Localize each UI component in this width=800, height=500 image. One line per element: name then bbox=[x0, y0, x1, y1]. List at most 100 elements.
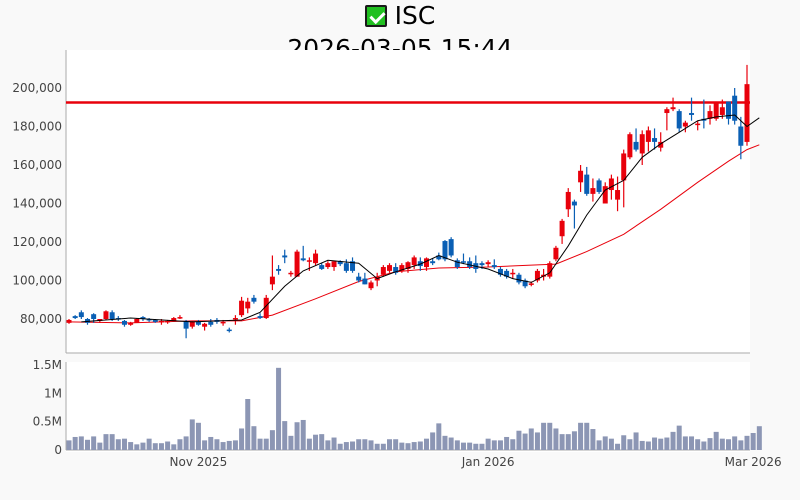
volume-bar bbox=[306, 438, 312, 450]
candle-body bbox=[257, 316, 263, 319]
candle-body bbox=[565, 191, 571, 210]
candle-body bbox=[288, 272, 294, 275]
price-y-tick-label: 200,000 bbox=[12, 81, 62, 95]
volume-bar bbox=[282, 421, 288, 450]
volume-bar bbox=[165, 441, 171, 450]
candle-body bbox=[442, 241, 448, 260]
volume-bar bbox=[528, 428, 534, 450]
candle-body bbox=[423, 258, 429, 268]
volume-bar bbox=[633, 432, 639, 450]
candle-body bbox=[652, 138, 658, 142]
price-y-tick-label: 100,000 bbox=[12, 274, 62, 288]
volume-bar bbox=[220, 442, 226, 450]
volume-bar bbox=[208, 436, 214, 450]
volume-bar bbox=[380, 443, 386, 450]
candle-body bbox=[356, 276, 362, 281]
candle-body bbox=[510, 272, 516, 275]
candle-body bbox=[627, 134, 633, 158]
candle-body bbox=[615, 190, 621, 200]
candle-body bbox=[152, 319, 158, 322]
volume-bar bbox=[621, 435, 627, 450]
volume-bar bbox=[682, 436, 688, 450]
candle-body bbox=[343, 263, 349, 271]
volume-bar bbox=[608, 438, 614, 450]
candle-body bbox=[72, 316, 78, 319]
volume-bar bbox=[756, 426, 762, 450]
candle-body bbox=[460, 261, 466, 263]
volume-bar bbox=[269, 430, 275, 450]
candle-body bbox=[276, 268, 282, 271]
volume-bar bbox=[374, 443, 380, 450]
volume-bar bbox=[467, 442, 473, 450]
candle-body bbox=[689, 113, 695, 115]
volume-bar bbox=[553, 428, 559, 450]
candle-body bbox=[319, 265, 325, 269]
candle-body bbox=[177, 317, 183, 319]
candle-body bbox=[202, 323, 208, 327]
x-tick-label: Nov 2025 bbox=[170, 455, 228, 469]
candle-body bbox=[676, 111, 682, 129]
volume-bar bbox=[578, 422, 584, 450]
volume-bar bbox=[541, 422, 547, 450]
price-y-tick-label: 120,000 bbox=[12, 235, 62, 249]
volume-bar bbox=[288, 435, 294, 450]
volume-bar bbox=[689, 436, 695, 450]
volume-bar bbox=[732, 436, 738, 450]
candle-body bbox=[578, 170, 584, 183]
candle-body bbox=[306, 260, 312, 262]
volume-bar bbox=[584, 422, 590, 450]
volume-bar bbox=[337, 443, 343, 450]
chart-title-ticker: ISC bbox=[0, 0, 800, 32]
candle-body bbox=[362, 278, 368, 285]
volume-bar bbox=[245, 399, 251, 450]
volume-bar bbox=[658, 438, 664, 450]
volume-bar bbox=[738, 440, 744, 450]
volume-bar bbox=[670, 431, 676, 450]
volume-bar bbox=[460, 442, 466, 450]
candle-body bbox=[621, 153, 627, 181]
price-y-tick-label: 180,000 bbox=[12, 120, 62, 134]
volume-bar bbox=[214, 439, 220, 450]
volume-bar bbox=[362, 439, 368, 450]
volume-bar bbox=[97, 442, 103, 450]
candle-body bbox=[325, 263, 331, 268]
candle-body bbox=[78, 312, 84, 318]
volume-bar bbox=[251, 426, 257, 450]
volume-bar bbox=[627, 439, 633, 450]
candle-body bbox=[504, 270, 510, 277]
volume-bar bbox=[109, 434, 115, 450]
volume-bar bbox=[510, 439, 516, 450]
volume-bar bbox=[387, 439, 393, 450]
x-tick-label: Mar 2026 bbox=[725, 455, 782, 469]
volume-bar bbox=[485, 438, 491, 450]
candle-body bbox=[226, 329, 232, 332]
candle-body bbox=[239, 300, 245, 316]
volume-bar bbox=[436, 423, 442, 450]
candle-body bbox=[300, 258, 306, 261]
volume-bar bbox=[596, 440, 602, 450]
candle-body bbox=[584, 174, 590, 194]
volume-bar bbox=[405, 443, 411, 450]
candle-body bbox=[491, 265, 497, 268]
volume-bar bbox=[559, 434, 565, 450]
price-y-tick-label: 80,000 bbox=[20, 312, 62, 326]
candle-body bbox=[602, 186, 608, 204]
volume-bar bbox=[411, 442, 417, 450]
volume-bar bbox=[701, 441, 707, 450]
candle-body bbox=[146, 319, 152, 321]
volume-bar bbox=[84, 439, 90, 450]
volume-bar bbox=[300, 419, 306, 450]
candle-body bbox=[405, 262, 411, 269]
candle-body bbox=[195, 321, 201, 325]
volume-bar bbox=[652, 437, 658, 450]
volume-bar bbox=[276, 367, 282, 450]
volume-bar bbox=[331, 437, 337, 450]
volume-bar bbox=[504, 436, 510, 450]
x-tick-label: Jan 2026 bbox=[461, 455, 515, 469]
candle-body bbox=[183, 320, 189, 329]
volume-bar bbox=[195, 422, 201, 450]
volume-bar bbox=[417, 441, 423, 450]
ma-short-line bbox=[81, 114, 760, 323]
candle-body bbox=[516, 274, 522, 283]
